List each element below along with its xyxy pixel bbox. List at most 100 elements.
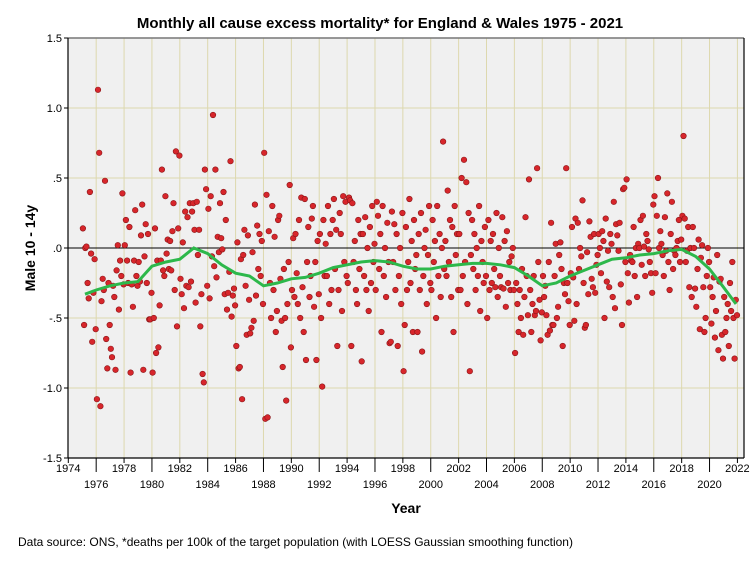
data-point	[204, 282, 211, 289]
data-point	[580, 279, 587, 287]
data-point	[279, 363, 286, 371]
x-tick-label: 2020	[697, 479, 721, 491]
data-point	[300, 328, 307, 336]
data-point	[517, 314, 525, 322]
data-point	[319, 383, 326, 390]
data-point	[107, 345, 114, 352]
data-point	[442, 237, 449, 245]
data-point	[445, 258, 453, 266]
x-axis-label: Year	[391, 500, 421, 516]
data-point	[588, 275, 595, 282]
data-point	[423, 300, 430, 308]
data-point	[172, 148, 179, 155]
data-point	[155, 344, 162, 351]
data-point	[268, 314, 275, 322]
data-point	[478, 237, 485, 245]
data-point	[329, 216, 336, 224]
x-tick-label: 1994	[335, 463, 359, 475]
data-point	[658, 240, 665, 247]
loess-curve	[84, 246, 738, 305]
y-tick-label: -1.0	[43, 383, 62, 395]
data-point	[536, 296, 543, 303]
data-point	[539, 272, 547, 280]
data-point	[493, 209, 500, 217]
data-point	[299, 284, 306, 291]
data-point	[387, 338, 394, 345]
data-point	[566, 321, 573, 329]
data-point	[469, 216, 476, 224]
data-point	[631, 272, 638, 280]
data-point	[527, 286, 534, 294]
data-point	[143, 279, 150, 287]
data-point	[505, 279, 512, 287]
data-point	[311, 303, 318, 310]
data-point	[132, 207, 139, 214]
data-point	[553, 314, 561, 322]
data-point	[173, 323, 181, 330]
data-point	[392, 286, 399, 294]
data-point	[431, 237, 439, 245]
data-point	[265, 228, 272, 235]
data-point	[340, 193, 347, 200]
data-point	[305, 223, 312, 231]
data-point	[176, 152, 183, 159]
data-point	[495, 244, 502, 252]
data-point	[196, 226, 203, 233]
data-point	[417, 209, 425, 217]
data-point	[652, 270, 659, 277]
data-point	[144, 230, 152, 238]
data-point	[401, 321, 408, 329]
data-point	[377, 230, 384, 238]
x-tick-label: 2010	[558, 463, 582, 475]
data-point	[640, 243, 648, 250]
data-point	[458, 174, 465, 182]
data-point	[509, 244, 516, 252]
data-point	[501, 237, 508, 245]
data-point	[582, 321, 590, 329]
data-point	[374, 212, 382, 219]
data-point	[471, 230, 478, 238]
data-point	[449, 223, 456, 231]
data-point	[103, 335, 110, 343]
data-point	[443, 272, 450, 280]
data-point	[209, 111, 217, 119]
data-point	[259, 300, 267, 308]
data-point	[201, 166, 208, 173]
data-point	[320, 216, 327, 224]
data-point	[187, 278, 195, 285]
data-point	[372, 286, 379, 294]
data-point	[712, 307, 720, 315]
data-point	[510, 286, 518, 294]
data-point	[435, 272, 442, 280]
data-point	[561, 291, 569, 298]
data-point	[482, 272, 490, 280]
data-point	[609, 293, 616, 301]
data-point	[122, 216, 129, 224]
data-point	[94, 86, 102, 93]
data-point	[301, 195, 308, 203]
data-point	[611, 305, 619, 312]
data-point	[467, 251, 475, 259]
data-point	[465, 209, 472, 217]
data-point	[694, 265, 701, 273]
data-point	[291, 293, 298, 301]
data-point	[729, 258, 736, 266]
data-point	[335, 286, 342, 294]
data-point	[337, 230, 344, 238]
x-tick-label: 1992	[307, 479, 331, 491]
data-point	[269, 202, 276, 210]
x-tick-label: 1998	[391, 463, 415, 475]
data-point	[328, 286, 335, 294]
data-point	[108, 354, 116, 361]
data-point	[98, 298, 105, 305]
data-point	[241, 226, 248, 233]
data-point	[133, 272, 140, 280]
data-point	[79, 225, 86, 232]
data-point	[240, 251, 247, 259]
x-tick-label: 2006	[502, 463, 526, 475]
data-point	[127, 369, 134, 376]
data-point	[484, 314, 491, 322]
y-tick-label: -1.5	[43, 453, 62, 465]
data-point	[236, 363, 243, 371]
x-tick-label: 2012	[586, 479, 610, 491]
